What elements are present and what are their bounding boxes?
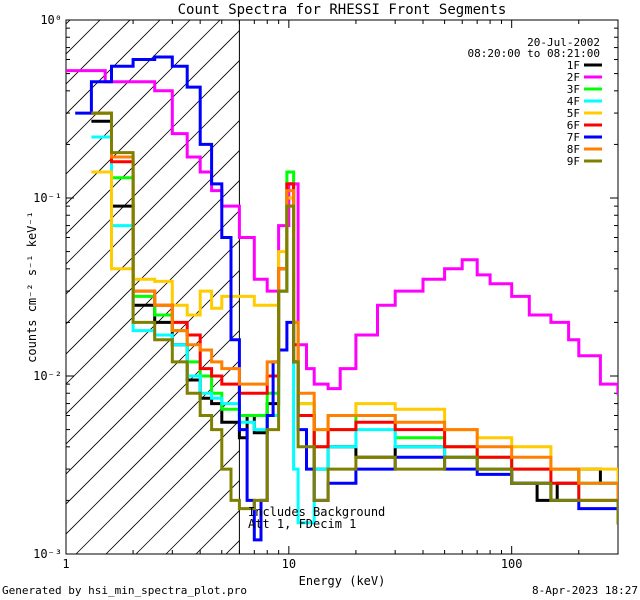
- chart-title: Count Spectra for RHESSI Front Segments: [178, 2, 507, 18]
- x-axis-label: Energy (keV): [299, 574, 386, 588]
- hatch-line: [286, 0, 640, 554]
- axis-ticks: 1 10 100 10⁻³ 10⁻² 10⁻¹ 10⁰: [33, 13, 619, 571]
- legend-label-3F: 3F: [567, 83, 580, 96]
- hatch-line: [105, 420, 240, 554]
- hatch-line: [66, 240, 240, 415]
- hatch-line: [66, 150, 240, 325]
- y-tick-label: 10⁻³: [33, 547, 62, 561]
- time-range-label: 08:20:00 to 08:21:00: [468, 47, 600, 60]
- legend-label-8F: 8F: [567, 143, 580, 156]
- y-axis-label: counts cm⁻² s⁻¹ keV⁻¹: [25, 211, 39, 363]
- y-tick-label: 10⁻²: [33, 369, 62, 383]
- hatch-line: [66, 120, 240, 295]
- hatch-line: [66, 20, 191, 145]
- hatch-line: [66, 330, 240, 505]
- annotation-line-1: Includes Background: [248, 505, 385, 519]
- hatch-line: [75, 390, 240, 554]
- hatch-line: [66, 60, 240, 235]
- date-label: 20-Jul-2002: [527, 36, 600, 49]
- hatch-line: [66, 30, 240, 205]
- hatch-line: [66, 20, 221, 175]
- hatch-line: [135, 450, 240, 554]
- legend-label-4F: 4F: [567, 95, 580, 108]
- legend-label-9F: 9F: [567, 155, 580, 168]
- hatch-line: [66, 300, 240, 475]
- series-line-8F: [91, 111, 618, 502]
- y-tick-label: 10⁻¹: [33, 191, 62, 205]
- series-layer: [66, 55, 618, 542]
- series-line-9F: [91, 111, 618, 525]
- plot-frame: [65, 19, 619, 555]
- hatch-line: [66, 210, 240, 385]
- hatch-line: [66, 20, 71, 25]
- series-line-7F: [75, 55, 618, 542]
- legend-label-7F: 7F: [567, 131, 580, 144]
- hatched-region: [66, 0, 640, 554]
- hatch-line: [66, 360, 240, 535]
- annotation-line-2: Att 1, FDecim 1: [248, 517, 356, 531]
- series-line-2F: [66, 69, 618, 395]
- legend-label-6F: 6F: [567, 119, 580, 132]
- legend-label-5F: 5F: [567, 107, 580, 120]
- y-tick-label: 10⁰: [40, 13, 62, 27]
- hatch-line: [66, 180, 240, 355]
- legend-label-1F: 1F: [567, 59, 580, 72]
- generated-by-text: Generated by hsi_min_spectra_plot.pro: [2, 584, 248, 597]
- x-tick-label: 100: [501, 557, 523, 571]
- hatch-line: [66, 270, 240, 445]
- timestamp-text: 8-Apr-2023 18:27: [532, 584, 638, 597]
- x-tick-label: 1: [62, 557, 69, 571]
- x-tick-label: 10: [282, 557, 296, 571]
- legend-label-2F: 2F: [567, 71, 580, 84]
